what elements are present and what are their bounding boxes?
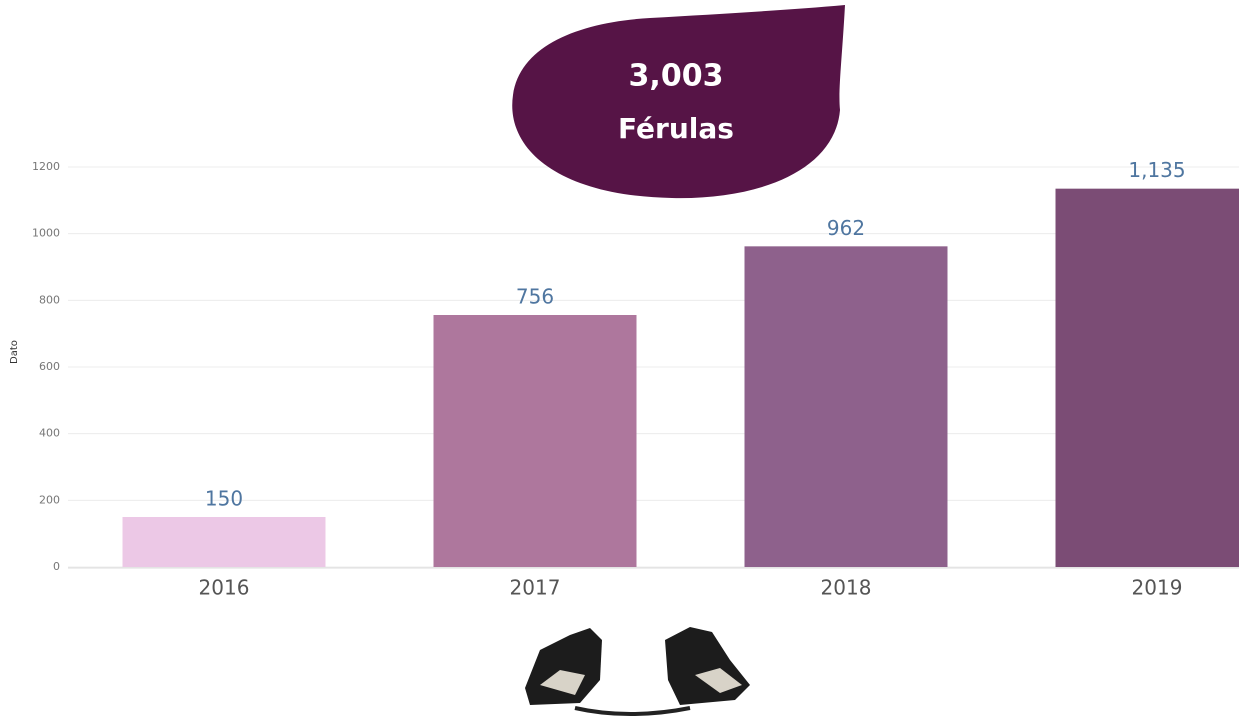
bar [1055, 188, 1239, 567]
value-label: 150 [205, 487, 243, 511]
bar [122, 517, 326, 567]
x-tick-label: 2017 [510, 576, 561, 600]
y-axis-title: Dato [9, 340, 20, 364]
value-label: 756 [516, 285, 554, 309]
y-tick-label: 400 [39, 427, 60, 440]
grid [68, 166, 1239, 569]
y-tick-label: 200 [39, 493, 60, 506]
bars [122, 188, 1239, 568]
x-tick-label: 2016 [199, 576, 250, 600]
value-label: 962 [827, 216, 865, 240]
bar [433, 315, 637, 567]
y-tick-label: 1200 [32, 160, 60, 173]
y-tick-label: 1000 [32, 227, 60, 240]
y-tick-label: 0 [53, 560, 60, 573]
y-tick-label: 800 [39, 293, 60, 306]
splint-illustration [525, 627, 750, 716]
y-tick-label: 600 [39, 360, 60, 373]
total-annotation: 3,003 [629, 59, 724, 94]
total-caption: Férulas [618, 112, 734, 145]
bar [744, 246, 948, 568]
callout-bubble [512, 5, 845, 199]
value-label: 1,135 [1128, 158, 1185, 182]
x-tick-label: 2018 [821, 576, 872, 600]
x-tick-label: 2019 [1132, 576, 1183, 600]
